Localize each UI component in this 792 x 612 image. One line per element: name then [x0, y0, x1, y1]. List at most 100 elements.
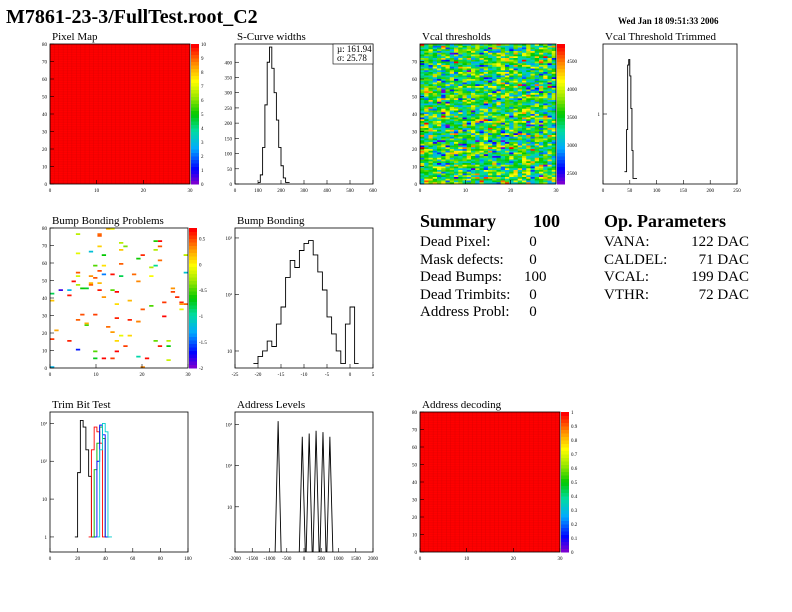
heatmap-cell [543, 98, 548, 101]
heatmap-cell [475, 166, 480, 169]
heatmap-cell [437, 136, 442, 139]
heatmap-cell [432, 135, 438, 138]
heatmap-cell [526, 77, 531, 80]
heatmap-cell [509, 152, 514, 155]
heatmap-cell [492, 145, 497, 148]
colorbar-segment [191, 138, 199, 143]
heatmap-cell [449, 79, 455, 82]
heatmap-cell [420, 79, 425, 82]
colorbar-label: 0.3 [571, 509, 578, 514]
heatmap-cell [509, 96, 514, 99]
heatmap-cell [475, 178, 480, 181]
heatmap-cell [479, 173, 485, 176]
heatmap-cell [483, 129, 489, 132]
heatmap-cell [517, 96, 523, 99]
heatmap-cell [458, 56, 463, 59]
heatmap-cell [97, 289, 102, 291]
heatmap-cell [513, 45, 519, 48]
heatmap-cell [526, 110, 531, 113]
heatmap-cell [483, 79, 489, 82]
heatmap-cell [547, 157, 553, 160]
heatmap-cell [526, 117, 531, 120]
heatmap-cell [101, 273, 107, 276]
heatmap-cell [479, 154, 485, 157]
colorbar-label: 9 [201, 57, 204, 62]
heatmap-cell [513, 145, 519, 148]
heatmap-cell [496, 96, 502, 99]
heatmap-cell [432, 80, 438, 83]
heatmap-cell [420, 117, 425, 120]
heatmap-cell [547, 105, 553, 108]
heatmap-cell [471, 52, 476, 55]
heatmap-cell [441, 87, 446, 90]
heatmap-cell [441, 56, 446, 59]
heatmap-cell [458, 126, 463, 129]
heatmap-cell [462, 54, 468, 57]
heatmap-cell [496, 149, 502, 152]
heatmap-cell [505, 70, 510, 73]
x-tick-label: 30 [558, 557, 564, 562]
heatmap-cell [513, 133, 519, 136]
x-tick-label: 600 [369, 189, 377, 194]
heatmap-cell [479, 129, 485, 132]
heatmap-cell [483, 107, 489, 110]
heatmap-cell [517, 114, 523, 117]
heatmap-cell [496, 157, 502, 160]
heatmap-cell [543, 143, 548, 146]
heatmap-cell [496, 93, 502, 96]
heatmap-cell [420, 47, 425, 50]
heatmap-cell [458, 47, 463, 50]
heatmap-cell [441, 47, 446, 50]
heatmap-cell [479, 136, 485, 139]
heatmap-cell [437, 58, 442, 61]
heatmap-cell [458, 150, 463, 153]
heatmap-cell [513, 66, 519, 69]
heatmap-cell [547, 150, 553, 153]
heatmap-cell [479, 133, 485, 136]
heatmap-cell [513, 51, 519, 54]
heatmap-cell [543, 70, 548, 73]
heatmap-cell [534, 143, 540, 146]
heatmap-cell [539, 70, 544, 73]
heatmap-cell [462, 70, 468, 73]
heatmap-cell [530, 52, 536, 55]
heatmap-cell [513, 150, 519, 153]
heatmap-cell [517, 178, 523, 181]
heatmap-cell [530, 128, 536, 131]
heatmap-cell [479, 84, 485, 87]
heatmap-cell [513, 65, 519, 68]
heatmap-cell [462, 182, 468, 185]
heatmap-cell [462, 145, 468, 148]
heatmap-cell [496, 163, 502, 166]
heatmap-cell [428, 61, 434, 64]
heatmap-cell [534, 58, 540, 61]
heatmap-cell [505, 45, 510, 48]
heatmap-cell [517, 73, 523, 76]
heatmap-cell [483, 114, 489, 117]
heatmap-cell [441, 103, 446, 106]
heatmap-cell [496, 75, 502, 78]
heatmap-cell [496, 87, 502, 90]
heatmap-cell [505, 133, 510, 136]
panel-title: Trim Bit Test [52, 399, 111, 411]
heatmap-cell [488, 93, 493, 96]
heatmap-cell [458, 110, 463, 113]
heatmap-cell [488, 114, 493, 117]
heatmap-cell [475, 124, 480, 127]
colorbar-segment [191, 142, 199, 146]
heatmap-cell [530, 101, 536, 104]
heatmap-cell [539, 166, 544, 169]
heatmap-cell [424, 75, 429, 78]
heatmap-cell [428, 149, 434, 152]
heatmap-cell [471, 77, 476, 80]
heatmap-cell [437, 56, 442, 59]
heatmap-cell [466, 164, 472, 167]
heatmap-cell [539, 107, 544, 110]
heatmap-cell [551, 79, 557, 82]
heatmap-cell [449, 114, 455, 117]
heatmap-cell [539, 138, 544, 141]
heatmap-cell [513, 59, 519, 62]
colorbar-segment [191, 180, 199, 185]
heatmap-cell [534, 91, 540, 94]
heatmap-cell [547, 108, 553, 111]
